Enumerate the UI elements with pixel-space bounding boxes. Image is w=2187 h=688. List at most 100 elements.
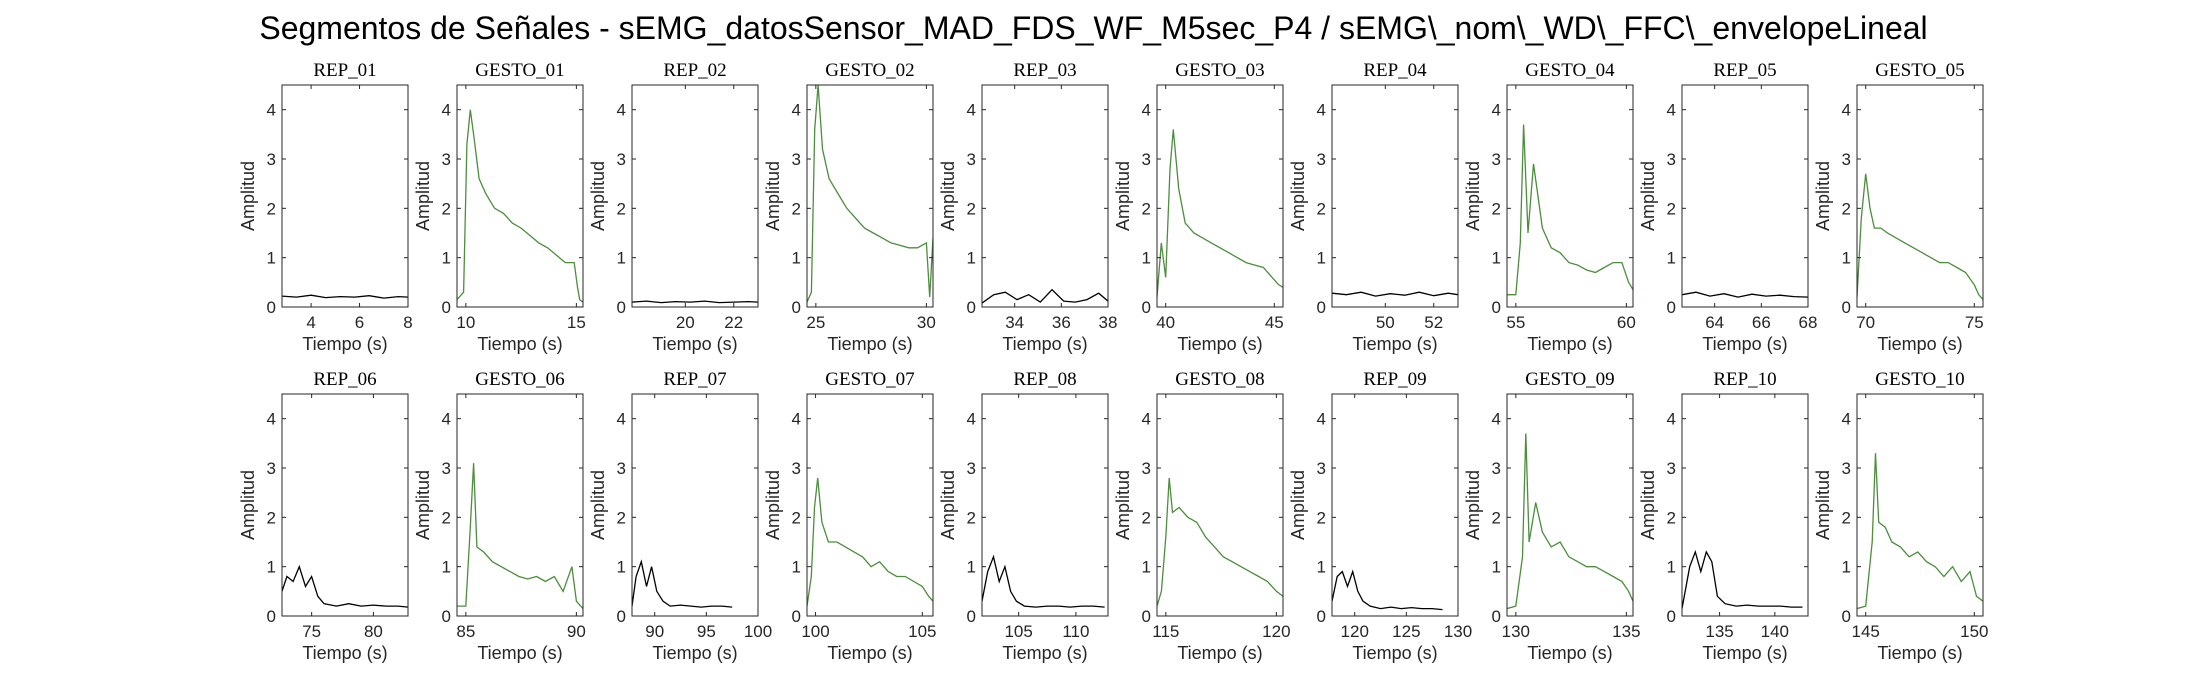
series-line <box>457 109 583 303</box>
subplot-rep-08: 0 1 2 3 4 105 110 REP_08 Tiempo (s) Amplitud <box>938 369 1109 663</box>
subplot-title: GESTO_02 <box>825 60 914 81</box>
subplot-title: REP_08 <box>1013 369 1076 390</box>
subplot-title: REP_01 <box>313 60 376 81</box>
y-axis-label: Amplitud <box>1288 470 1308 540</box>
x-tick-label: 130 <box>1502 622 1530 641</box>
axes-box <box>806 393 934 617</box>
axes-box <box>456 393 584 617</box>
y-tick-label: 3 <box>792 150 801 169</box>
y-tick-label: 4 <box>1667 410 1676 429</box>
y-tick-label: 4 <box>792 410 801 429</box>
y-tick-label: 0 <box>1492 607 1501 626</box>
x-tick-label: 25 <box>806 313 825 332</box>
axes-box <box>1681 393 1809 617</box>
y-tick-label: 2 <box>1667 199 1676 218</box>
y-tick-label: 0 <box>267 298 276 317</box>
y-tick-label: 2 <box>1667 508 1676 527</box>
y-tick-label: 3 <box>1317 150 1326 169</box>
series-line <box>282 564 408 608</box>
y-tick-label: 0 <box>617 298 626 317</box>
subplot-title: REP_06 <box>313 369 376 390</box>
y-tick-label: 4 <box>1492 410 1501 429</box>
x-tick-label: 55 <box>1506 313 1525 332</box>
y-tick-label: 0 <box>442 607 451 626</box>
y-tick-label: 1 <box>1317 558 1326 577</box>
y-tick-label: 2 <box>792 508 801 527</box>
y-tick-label: 0 <box>1142 298 1151 317</box>
x-axis-label: Tiempo (s) <box>1877 334 1962 354</box>
x-tick-label: 45 <box>1265 313 1284 332</box>
y-axis-label: Amplitud <box>763 161 783 231</box>
x-axis-label: Tiempo (s) <box>1702 334 1787 354</box>
axes-box <box>1681 84 1809 308</box>
y-axis-label: Amplitud <box>588 470 608 540</box>
y-tick-label: 3 <box>1142 459 1151 478</box>
x-tick-label: 20 <box>676 313 695 332</box>
y-tick-label: 0 <box>617 607 626 626</box>
y-tick-label: 0 <box>442 298 451 317</box>
x-axis-label: Tiempo (s) <box>1352 643 1437 663</box>
y-axis-label: Amplitud <box>413 161 433 231</box>
x-tick-label: 6 <box>355 313 364 332</box>
series-line <box>632 300 758 304</box>
y-tick-label: 2 <box>1142 508 1151 527</box>
y-tick-label: 1 <box>267 249 276 268</box>
subplot-title: REP_05 <box>1713 60 1776 81</box>
axes-box <box>631 84 759 308</box>
x-tick-label: 38 <box>1099 313 1118 332</box>
subplot-gesto-05: 0 1 2 3 4 70 75 GESTO_05 Tiempo (s) Amplitud <box>1813 60 1984 354</box>
x-tick-label: 150 <box>1960 622 1988 641</box>
y-tick-label: 2 <box>617 199 626 218</box>
y-axis-label: Amplitud <box>1638 470 1658 540</box>
subplot-gesto-02: 0 1 2 3 4 25 30 GESTO_02 Tiempo (s) Amplitud <box>763 60 936 354</box>
y-tick-label: 1 <box>442 249 451 268</box>
y-axis-label: Amplitud <box>1288 161 1308 231</box>
series-line <box>1682 291 1808 298</box>
x-tick-label: 34 <box>1005 313 1024 332</box>
y-tick-label: 2 <box>267 508 276 527</box>
y-axis-label: Amplitud <box>1463 470 1483 540</box>
subplot-title: REP_04 <box>1363 60 1427 81</box>
y-tick-label: 1 <box>792 558 801 577</box>
x-axis-label: Tiempo (s) <box>1002 334 1087 354</box>
series-line <box>807 85 933 303</box>
y-tick-label: 4 <box>617 101 626 120</box>
y-tick-label: 1 <box>967 249 976 268</box>
x-axis-label: Tiempo (s) <box>827 643 912 663</box>
subplot-gesto-01: 0 1 2 3 4 10 15 GESTO_01 Tiempo (s) Amplitud <box>413 60 586 354</box>
y-tick-label: 1 <box>1142 558 1151 577</box>
x-axis-label: Tiempo (s) <box>302 334 387 354</box>
axes-box <box>281 393 409 617</box>
x-tick-label: 140 <box>1761 622 1789 641</box>
y-tick-label: 1 <box>617 558 626 577</box>
series-line <box>1157 129 1283 298</box>
y-tick-label: 4 <box>267 410 276 429</box>
x-tick-label: 15 <box>567 313 586 332</box>
x-tick-label: 60 <box>1617 313 1636 332</box>
x-axis-label: Tiempo (s) <box>477 334 562 354</box>
y-tick-label: 2 <box>267 199 276 218</box>
series-line <box>1857 453 1983 610</box>
subplot-title: GESTO_08 <box>1175 369 1264 390</box>
y-tick-label: 3 <box>792 459 801 478</box>
x-tick-label: 4 <box>306 313 315 332</box>
x-tick-label: 100 <box>801 622 829 641</box>
y-axis-label: Amplitud <box>413 470 433 540</box>
x-tick-label: 135 <box>1705 622 1733 641</box>
y-tick-label: 3 <box>442 150 451 169</box>
y-tick-label: 0 <box>1667 298 1676 317</box>
y-tick-label: 2 <box>967 199 976 218</box>
axes-box <box>1331 393 1459 617</box>
y-tick-label: 1 <box>1492 558 1501 577</box>
x-tick-label: 90 <box>645 622 664 641</box>
y-tick-label: 4 <box>967 101 976 120</box>
y-tick-label: 3 <box>267 459 276 478</box>
x-tick-label: 145 <box>1852 622 1880 641</box>
y-tick-label: 4 <box>1842 101 1851 120</box>
y-tick-label: 4 <box>1317 410 1326 429</box>
y-tick-label: 3 <box>967 459 976 478</box>
y-tick-label: 4 <box>967 410 976 429</box>
subplot-rep-05: 0 1 2 3 4 64 66 68 REP_05 Tiempo (s) Amplitud <box>1638 60 1817 354</box>
y-tick-label: 2 <box>1842 199 1851 218</box>
x-tick-label: 105 <box>908 622 936 641</box>
